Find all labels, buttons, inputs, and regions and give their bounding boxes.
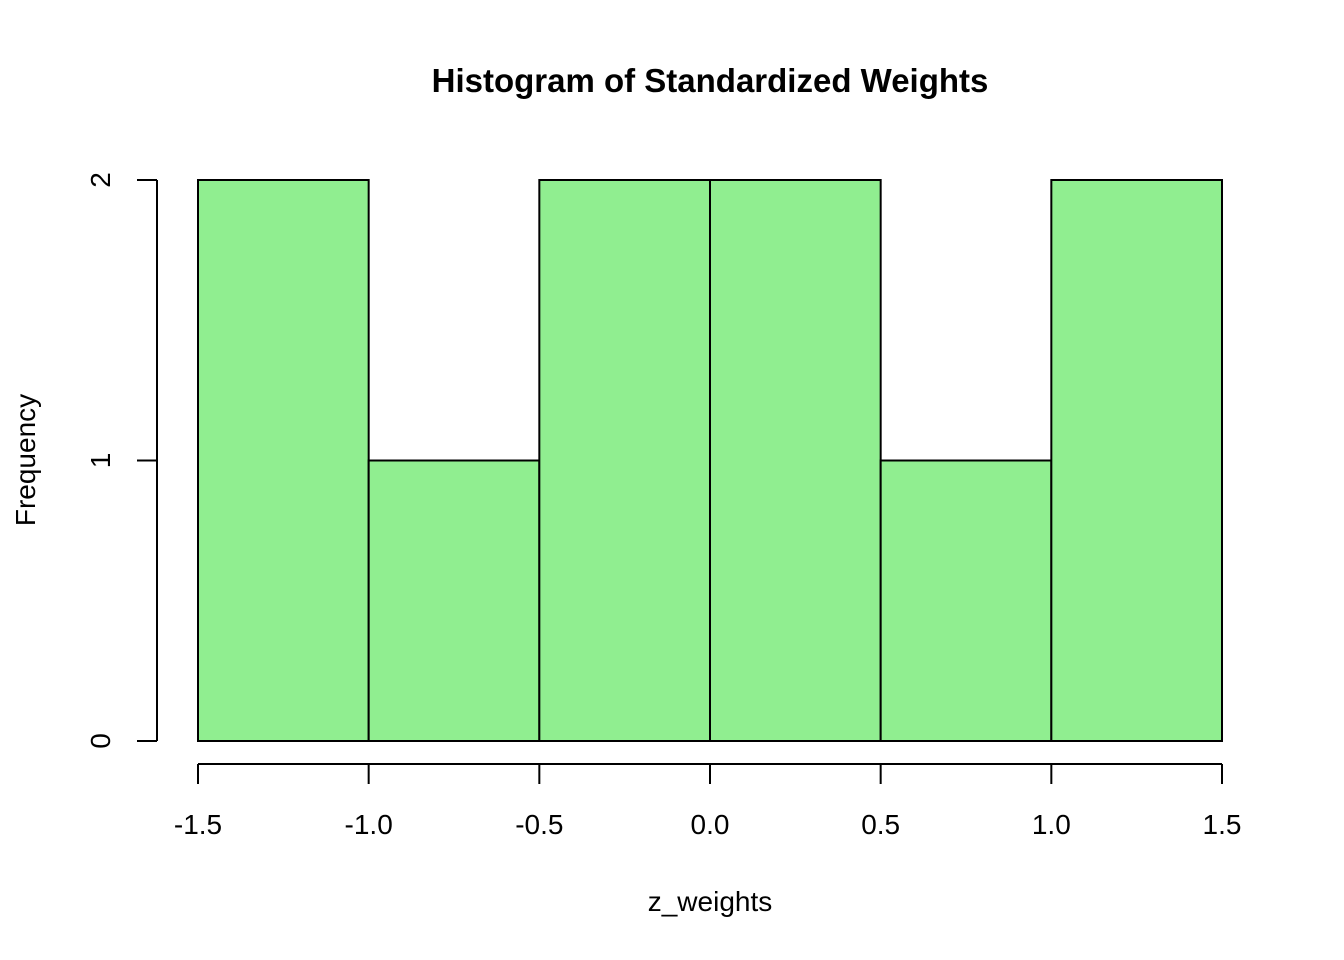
histogram-bar-1	[367, 459, 541, 742]
y-tick-label: 1	[85, 453, 116, 469]
histogram-bar-2	[538, 179, 711, 742]
y-axis: 0 1 2	[85, 172, 158, 749]
x-tick-label: 0.0	[691, 809, 730, 840]
histogram-bar-0	[197, 179, 370, 742]
x-axis: -1.5 -1.0 -0.5 0.0 0.5 1.0 1.5	[174, 763, 1242, 840]
x-axis-label: z_weights	[648, 886, 773, 917]
histogram-bar-3	[709, 179, 882, 742]
chart-title: Histogram of Standardized Weights	[432, 62, 989, 99]
y-axis-label: Frequency	[10, 394, 41, 526]
x-tick-label: 0.5	[861, 809, 900, 840]
y-tick-label: 2	[85, 172, 116, 188]
x-tick-label: 1.5	[1203, 809, 1242, 840]
y-tick-label: 0	[85, 733, 116, 749]
bars-group	[197, 179, 1224, 742]
x-tick-label: -1.0	[345, 809, 393, 840]
x-tick-label: 1.0	[1032, 809, 1071, 840]
x-tick-label: -1.5	[174, 809, 222, 840]
histogram-bar-5	[1050, 179, 1224, 742]
x-tick-label: -0.5	[515, 809, 563, 840]
histogram-bar-4	[879, 459, 1053, 742]
